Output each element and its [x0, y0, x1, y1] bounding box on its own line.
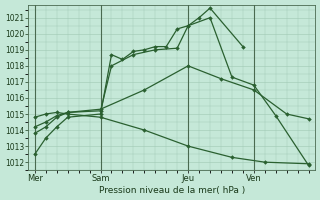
X-axis label: Pression niveau de la mer( hPa ): Pression niveau de la mer( hPa )	[99, 186, 245, 195]
